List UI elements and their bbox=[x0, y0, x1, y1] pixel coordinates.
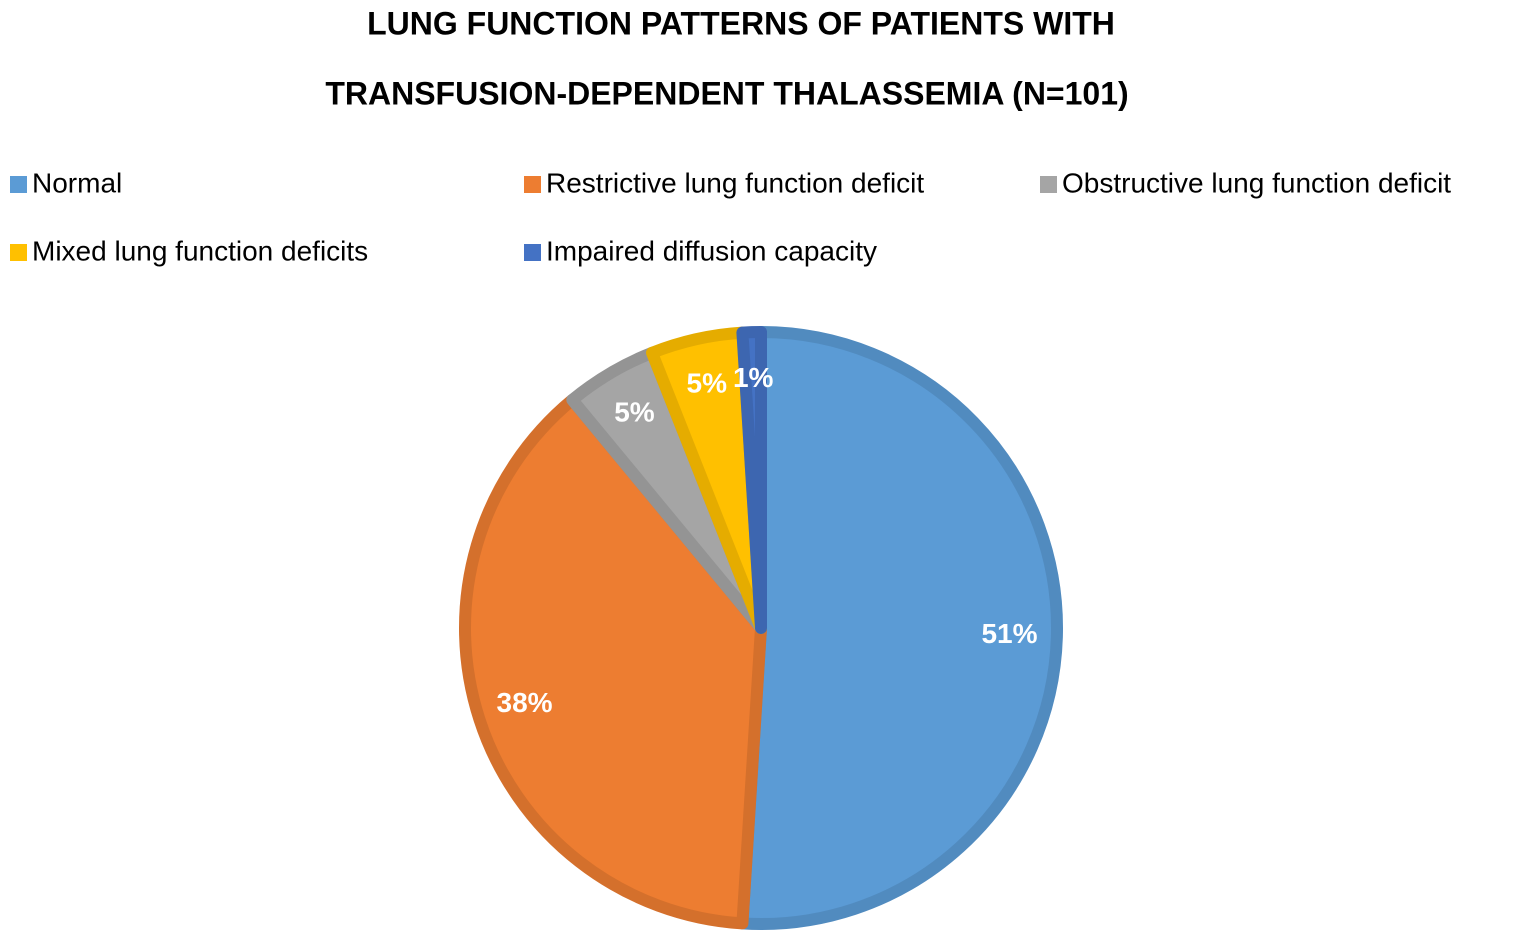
legend-marker bbox=[10, 244, 27, 261]
legend-marker bbox=[1040, 176, 1057, 193]
data-label: 38% bbox=[497, 687, 553, 718]
pie-slice bbox=[459, 393, 767, 930]
legend-marker bbox=[10, 176, 27, 193]
slice-border bbox=[736, 326, 1063, 930]
chart-title: TRANSFUSION-DEPENDENT THALASSEMIA (N=101… bbox=[325, 75, 1128, 111]
legend-label: Restrictive lung function deficit bbox=[546, 167, 924, 198]
slice-border bbox=[459, 393, 767, 930]
pie-slice bbox=[736, 326, 767, 634]
data-label: 5% bbox=[687, 368, 728, 399]
legend-marker bbox=[524, 244, 541, 261]
legend-label: Impaired diffusion capacity bbox=[546, 235, 877, 266]
data-label: 51% bbox=[981, 618, 1037, 649]
legend-label: Obstructive lung function deficit bbox=[1062, 167, 1451, 198]
chart-title: LUNG FUNCTION PATTERNS OF PATIENTS WITH bbox=[367, 5, 1115, 41]
pie-slice bbox=[736, 326, 1063, 930]
legend-label: Normal bbox=[32, 167, 122, 198]
legend-label: Mixed lung function deficits bbox=[32, 235, 368, 266]
slice-border bbox=[736, 326, 767, 634]
legend-marker bbox=[524, 176, 541, 193]
data-label: 1% bbox=[733, 362, 774, 393]
data-label: 5% bbox=[614, 396, 655, 427]
